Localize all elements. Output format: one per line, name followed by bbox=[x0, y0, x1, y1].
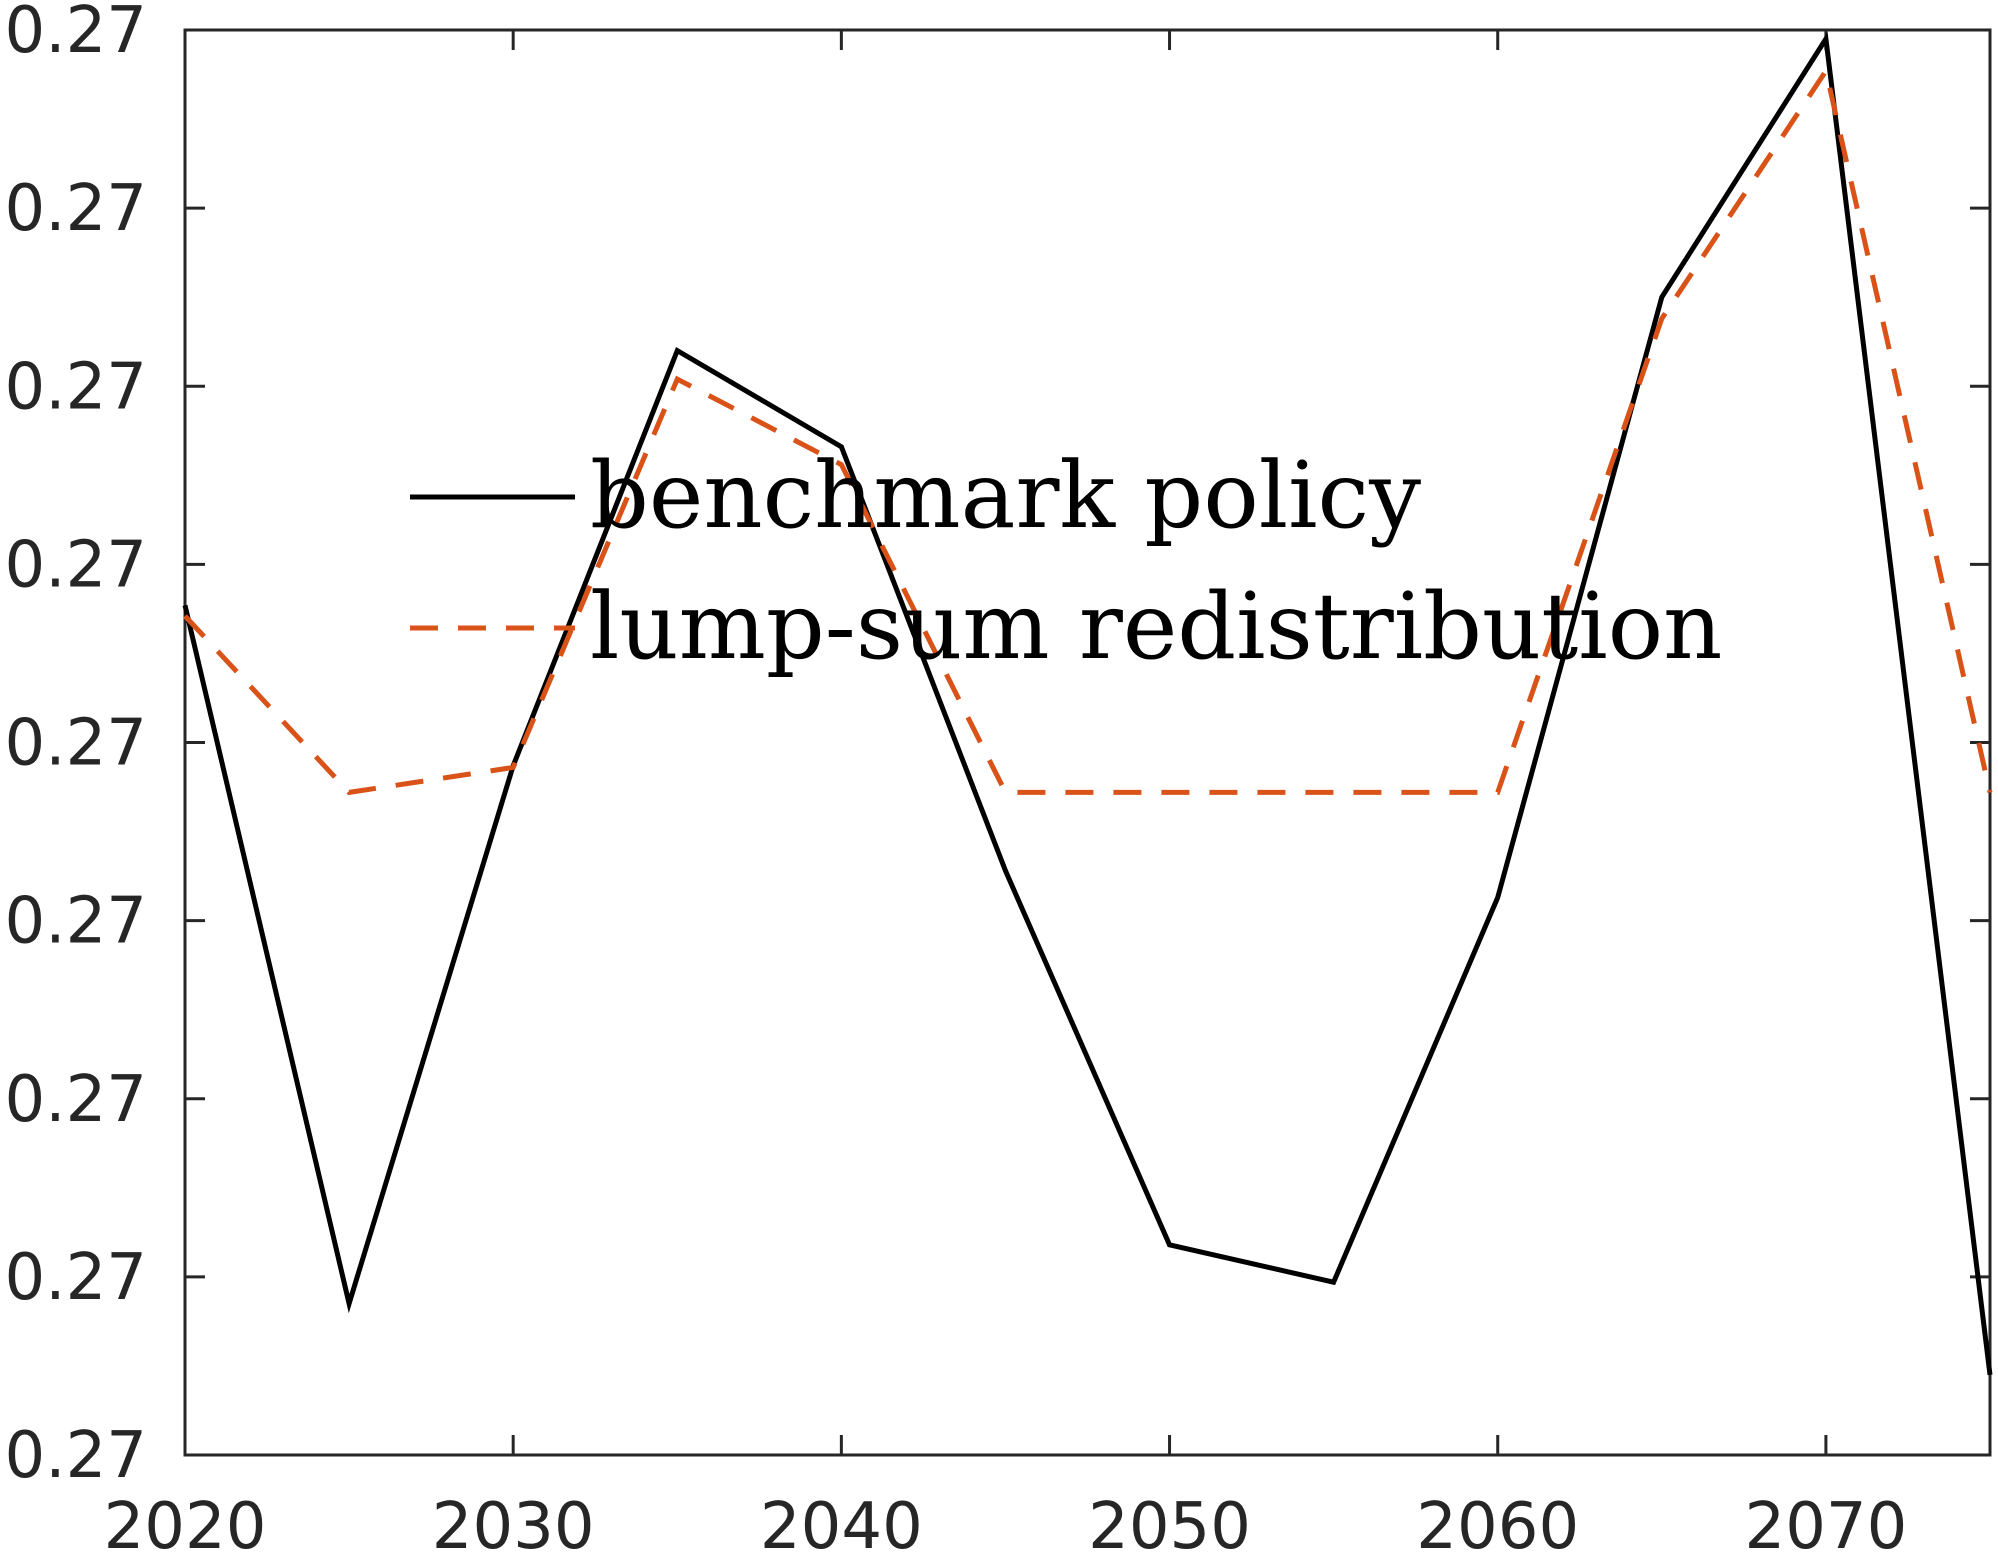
plot-area bbox=[183, 28, 1992, 1457]
y-tick-label: 0.27 bbox=[5, 885, 148, 959]
y-tick-label: 0.27 bbox=[5, 707, 148, 781]
y-tick-label: 0.27 bbox=[5, 1241, 148, 1315]
legend-label-0: benchmark policy bbox=[590, 442, 1421, 549]
legend: benchmark policy lump-sum redistribution bbox=[410, 442, 1722, 680]
y-tick-label: 0.27 bbox=[5, 350, 148, 424]
x-tick-label: 2040 bbox=[760, 1490, 923, 1553]
axes-box bbox=[183, 28, 1992, 1457]
legend-label-1: lump-sum redistribution bbox=[590, 573, 1722, 680]
y-tick-label: 0.27 bbox=[5, 528, 148, 602]
x-axis: 2020 2030 2040 2050 2060 2070 bbox=[104, 30, 1907, 1553]
x-tick-label: 2020 bbox=[104, 1490, 267, 1553]
y-tick-label: 0.27 bbox=[5, 1419, 148, 1493]
x-tick-label: 2060 bbox=[1416, 1490, 1579, 1553]
y-tick-label: 0.27 bbox=[5, 1063, 148, 1137]
series-line-1 bbox=[183, 64, 1993, 796]
x-tick-label: 2030 bbox=[432, 1490, 595, 1553]
x-tick-label: 2050 bbox=[1088, 1490, 1251, 1553]
y-tick-label: 0.27 bbox=[5, 172, 148, 246]
y-tick-label: 0.27 bbox=[5, 0, 148, 68]
series-group bbox=[182, 31, 1993, 1376]
x-tick-label: 2070 bbox=[1744, 1490, 1907, 1553]
series-line-0 bbox=[182, 31, 1993, 1376]
y-axis: 0.27 0.27 0.27 0.27 0.27 0.27 0.27 0.27 0.27 bbox=[5, 0, 1990, 1493]
